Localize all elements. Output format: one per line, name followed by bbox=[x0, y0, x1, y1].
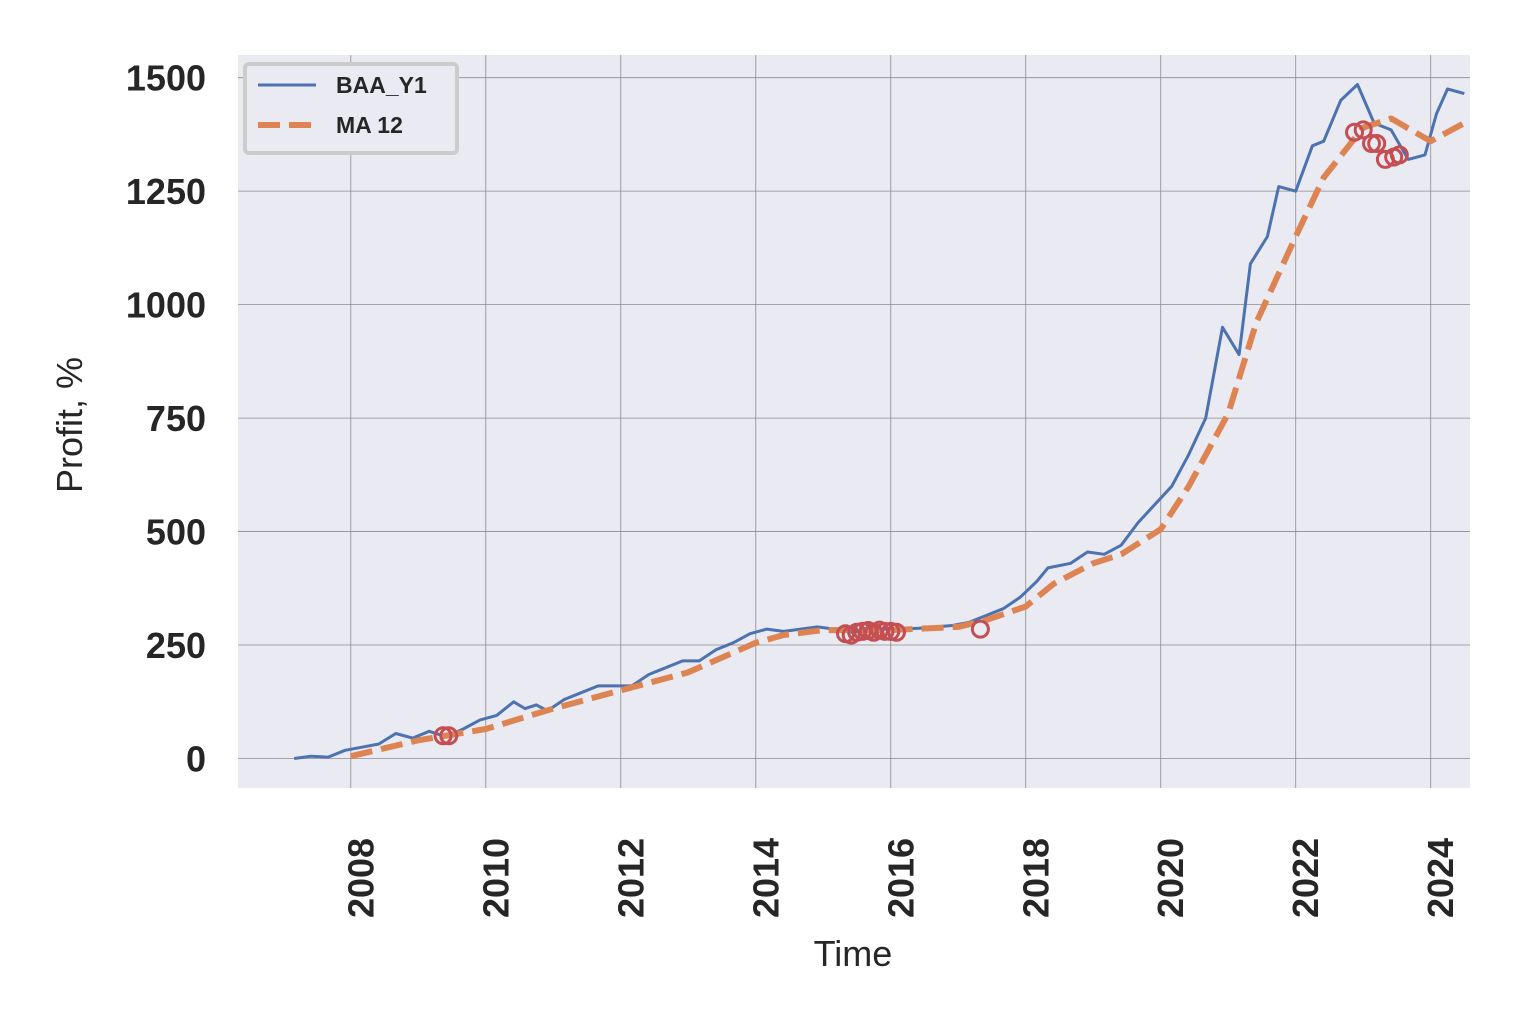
marker-point bbox=[1345, 122, 1364, 142]
y-tick-label: 1000 bbox=[126, 285, 206, 326]
y-tick-label: 0 bbox=[186, 738, 206, 779]
marker-point bbox=[439, 726, 459, 746]
x-tick-labels: 2008 2010 2012 2014 2016 2018 2020 2022 2024 bbox=[340, 838, 1461, 918]
x-tick-label: 2012 bbox=[610, 838, 651, 918]
x-tick-label: 2016 bbox=[880, 838, 921, 918]
legend-label-ma-12: MA 12 bbox=[336, 112, 403, 138]
markers bbox=[433, 120, 1409, 746]
y-tick-label: 1250 bbox=[126, 171, 206, 212]
marker-point bbox=[887, 622, 906, 642]
x-tick-label: 2022 bbox=[1285, 838, 1326, 918]
x-tick-label: 2014 bbox=[745, 838, 786, 918]
y-tick-label: 250 bbox=[146, 625, 206, 666]
y-tick-label: 750 bbox=[146, 398, 206, 439]
y-tick-labels: 0 250 500 750 1000 1250 1500 bbox=[126, 58, 206, 780]
x-axis-label: Time bbox=[814, 933, 893, 974]
y-tick-label: 1500 bbox=[126, 58, 206, 99]
marker-point bbox=[1362, 134, 1381, 153]
marker-point bbox=[1389, 145, 1409, 165]
x-tick-label: 2018 bbox=[1015, 838, 1056, 918]
x-tick-label: 2008 bbox=[340, 838, 381, 918]
x-tick-label: 2010 bbox=[475, 838, 516, 918]
x-tick-label: 2024 bbox=[1420, 838, 1461, 918]
grid bbox=[238, 55, 1470, 788]
y-axis-label: Profit, % bbox=[49, 357, 90, 493]
legend-label-baa-y1: BAA_Y1 bbox=[336, 72, 427, 98]
marker-point bbox=[875, 621, 895, 641]
marker-point bbox=[433, 726, 453, 746]
marker-point bbox=[970, 619, 990, 639]
legend: BAA_Y1 MA 12 bbox=[243, 62, 459, 155]
y-tick-label: 500 bbox=[146, 512, 206, 553]
series-line-ma-12 bbox=[350, 115, 1466, 760]
marker-point bbox=[1353, 120, 1373, 140]
marker-point bbox=[1367, 134, 1387, 153]
series-lines bbox=[293, 83, 1466, 760]
series-line-baa-y1 bbox=[293, 83, 1465, 760]
x-tick-label: 2020 bbox=[1150, 838, 1191, 918]
plot-area bbox=[238, 55, 1470, 788]
